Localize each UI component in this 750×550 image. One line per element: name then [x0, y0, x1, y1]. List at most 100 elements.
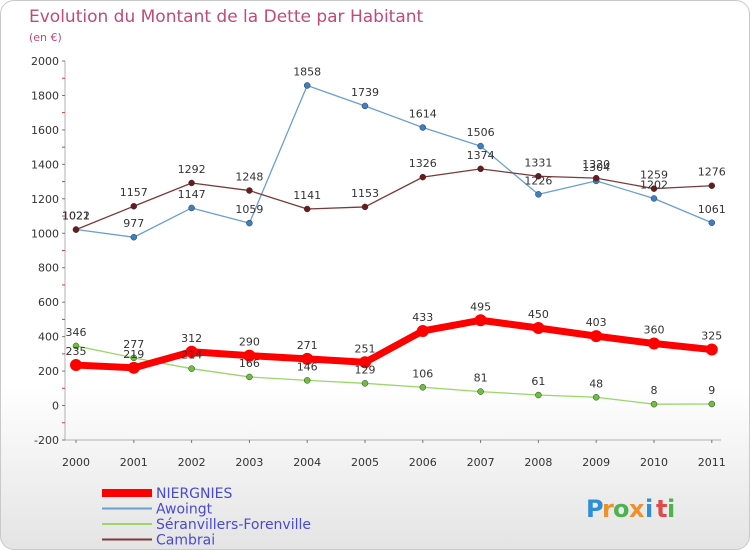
data-point-cambrai	[477, 165, 484, 173]
data-label-cambrai: 1320	[582, 158, 610, 171]
data-label-s-ranvillers-forenville: 166	[239, 357, 260, 370]
data-label-cambrai: 1374	[467, 149, 495, 162]
data-point-s-ranvillers-forenville	[188, 365, 195, 372]
data-point-s-ranvillers-forenville	[246, 373, 253, 381]
data-label-niergnies: 495	[470, 300, 491, 313]
data-label-cambrai: 1153	[351, 187, 379, 200]
data-point-s-ranvillers-forenville	[592, 394, 600, 401]
data-point-niergnies	[705, 343, 718, 356]
x-tick-label: 2011	[698, 456, 726, 469]
data-labels-layer: 346 277 214 166 146 129 106 81 61 48 8 9 1022 977 1147…	[62, 65, 726, 397]
data-point-niergnies	[359, 356, 371, 369]
data-point-awoingt	[303, 82, 311, 89]
data-point-awoingt	[130, 233, 138, 241]
data-point-s-ranvillers-forenville	[650, 400, 658, 408]
y-tick-label: 1800	[31, 89, 59, 102]
data-point-niergnies	[474, 314, 487, 327]
logo-letter: t	[656, 495, 667, 523]
data-point-s-ranvillers-forenville	[361, 380, 369, 387]
logo-letter: x	[629, 495, 645, 523]
data-point-s-ranvillers-forenville	[477, 388, 484, 395]
y-tick-label: 200	[38, 365, 59, 378]
data-label-s-ranvillers-forenville: 346	[66, 326, 87, 339]
data-point-s-ranvillers-forenville	[535, 391, 542, 399]
data-point-niergnies	[301, 352, 314, 365]
legend-label-niergnies: NIERGNIES	[156, 486, 232, 502]
data-point-niergnies	[70, 359, 82, 372]
x-tick-label: 2009	[582, 456, 610, 469]
data-point-niergnies	[532, 322, 545, 335]
data-point-cambrai	[535, 173, 542, 180]
legend-label-cambrai: Cambrai	[156, 533, 215, 549]
series-line-s-ranvillers-forenville	[75, 345, 713, 405]
data-label-cambrai: 1021	[62, 210, 90, 223]
data-label-cambrai: 1259	[640, 169, 668, 182]
data-label-niergnies: 251	[355, 342, 376, 355]
x-tick-label: 2006	[409, 456, 437, 469]
data-point-awoingt	[188, 204, 195, 212]
data-label-awoingt: 1202	[640, 178, 668, 191]
data-label-awoingt: 1739	[351, 86, 379, 99]
data-label-s-ranvillers-forenville: 214	[181, 349, 202, 362]
data-label-awoingt: 977	[123, 217, 144, 230]
data-point-awoingt	[246, 219, 253, 227]
series-line-niergnies	[72, 316, 716, 372]
x-tick-label: 2005	[351, 456, 379, 469]
x-tick-label: 2008	[524, 456, 552, 469]
x-tick-label: 2007	[467, 456, 495, 469]
logo-letter: o	[613, 495, 630, 523]
y-tick-label: 0	[52, 400, 59, 413]
data-label-cambrai: 1248	[235, 171, 263, 184]
data-point-awoingt	[535, 191, 542, 198]
data-label-awoingt: 1858	[293, 65, 321, 78]
y-tick-label: 400	[38, 331, 59, 344]
x-tick-label: 2010	[640, 456, 668, 469]
data-point-cambrai	[72, 226, 80, 233]
x-tick-label: 2004	[293, 456, 321, 469]
logo-letter: r	[602, 495, 614, 523]
data-point-cambrai	[650, 185, 658, 192]
data-label-s-ranvillers-forenville: 8	[651, 384, 658, 397]
data-point-cambrai	[361, 203, 369, 211]
logo-letter: P	[586, 495, 604, 523]
data-point-cambrai	[303, 205, 311, 213]
logo-letter: i	[667, 495, 675, 523]
data-point-awoingt	[708, 219, 716, 227]
data-point-niergnies	[416, 324, 429, 337]
data-point-s-ranvillers-forenville	[419, 384, 427, 391]
x-tick-label: 2003	[235, 456, 263, 469]
data-label-cambrai: 1276	[698, 166, 726, 179]
proxiti-logo: Pr o x i t i	[586, 495, 675, 523]
data-point-niergnies	[243, 349, 256, 362]
data-point-awoingt	[477, 142, 484, 150]
data-label-awoingt: 1614	[409, 107, 437, 120]
data-point-cambrai	[246, 187, 253, 194]
y-tick-label: 800	[38, 262, 59, 275]
data-label-s-ranvillers-forenville: 146	[297, 360, 318, 373]
data-point-awoingt	[650, 195, 658, 202]
data-point-cambrai	[130, 202, 138, 210]
data-label-s-ranvillers-forenville: 129	[355, 363, 376, 376]
data-point-s-ranvillers-forenville	[130, 354, 138, 362]
series-layer	[70, 82, 718, 408]
y-tick-label: 2000	[31, 55, 59, 68]
chart-subtitle: (en €)	[29, 31, 62, 44]
series-line-awoingt	[75, 84, 713, 238]
y-tick-label: 1600	[31, 124, 59, 137]
data-label-s-ranvillers-forenville: 61	[531, 375, 545, 388]
y-tick-label: 600	[38, 296, 59, 309]
data-label-cambrai: 1292	[178, 163, 206, 176]
axes: -200 0 200 400 600 800 1000 1200 1400 1600 1800 200…	[31, 55, 726, 469]
data-point-awoingt	[419, 124, 427, 131]
data-label-s-ranvillers-forenville: 81	[474, 372, 488, 385]
data-label-niergnies: 290	[239, 336, 260, 349]
data-label-cambrai: 1141	[293, 189, 321, 202]
data-label-niergnies: 271	[297, 339, 318, 352]
data-label-awoingt: 1147	[178, 188, 206, 201]
data-point-cambrai	[188, 179, 195, 187]
data-label-s-ranvillers-forenville: 106	[412, 367, 433, 380]
legend: NIERGNIESAwoingtSéranvillers-ForenvilleC…	[102, 486, 311, 549]
data-label-cambrai: 1157	[120, 186, 148, 199]
